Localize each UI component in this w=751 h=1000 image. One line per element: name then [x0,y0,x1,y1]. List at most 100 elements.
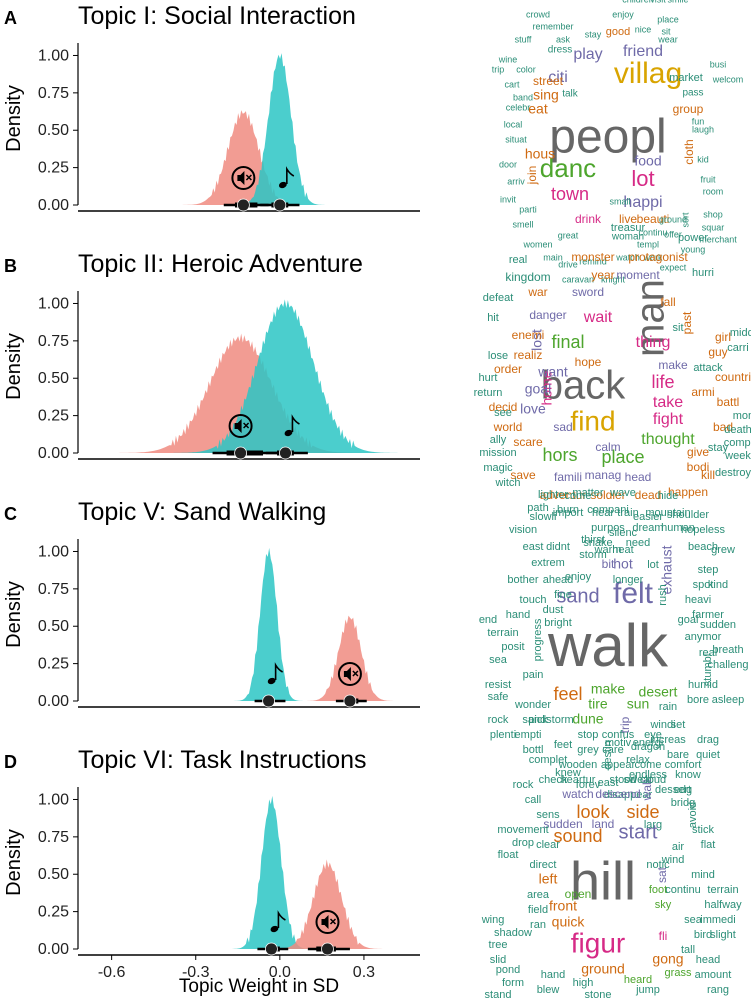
word-cloud-word: complet [724,437,751,449]
word-cloud-word: plenti [490,729,516,741]
word-cloud-word: power [678,232,708,244]
word-cloud-word: bit [602,557,615,571]
word-cloud-word: pass [682,88,703,99]
word-cloud-word: rock [513,779,534,791]
word-cloud-word: heat [612,544,633,556]
word-cloud-word: sandstorm [522,714,573,726]
word-cloud-word: wide [686,999,710,1000]
word-cloud-word: play [573,46,602,63]
word-cloud-word: join [525,166,539,186]
x-axis-label: Topic Weight in SD [179,976,339,997]
word-cloud-word: breath [712,644,743,656]
word-cloud-word: continu [665,884,700,896]
word-cloud-word: air [672,841,685,853]
word-cloud-word: sit [673,322,684,334]
density-no-music [78,615,420,701]
panel-letter: A [4,8,17,28]
word-cloud-word: east [598,777,619,789]
word-cloud-word: form [502,977,524,989]
word-cloud-word: dead [635,488,662,502]
word-cloud-word: destroy [715,467,751,479]
word-cloud-word: smell [512,219,533,229]
word-cloud-word: final [551,332,584,352]
word-cloud-word: soldier [590,488,625,502]
panel-c: C Topic V: Sand Walking 0.00 0.25 0.50 0.75 1.… [3,487,748,801]
word-cloud-word: crowd [526,9,550,19]
word-cloud-word: templ [637,239,659,249]
word-cloud-word: clear [536,839,560,851]
word-cloud-word: heartur [561,774,596,786]
word-cloud-word: fun [692,116,705,126]
mean-point [343,694,357,708]
music-note-icon [270,910,286,933]
muted-speaker-icon [228,414,253,438]
word-cloud-word: come [635,759,662,771]
word-cloud-word: wait [583,309,613,326]
word-cloud-word: wear [657,34,678,44]
word-cloud-word: sing [533,87,559,103]
word-cloud-word: windi [649,719,675,731]
word-cloud-word: watch [615,252,640,262]
word-cloud-word: landscap [551,999,595,1000]
word-cloud-word: blew [537,984,560,996]
word-cloud-word: make [591,681,625,697]
word-cloud-word: appear [601,759,636,771]
word-cloud-word: burn [557,504,579,516]
word-cloud-word: complet [529,754,568,766]
word-cloud-word: destin [602,740,614,769]
word-cloud-word: confus [602,729,635,741]
word-cloud-word: drive [558,259,578,269]
word-cloud-word: place [601,447,644,467]
word-cloud-word: sudden [543,817,582,831]
word-cloud-word: good [606,26,630,38]
word-cloud-word: train [617,507,638,519]
word-cloud-word: silenc [609,527,638,539]
word-cloud-word: front [549,898,577,914]
word-cloud-word: manag [585,468,622,482]
word-cloud-word: dragon [631,741,665,753]
word-cloud-word: purpos [591,522,625,534]
word-cloud-word: back [541,364,626,408]
density-no-music [78,859,420,949]
y-tick-label: 0.25 [38,160,69,177]
y-tick-label: 1.00 [38,47,69,64]
y-axis-label: Density [3,829,25,896]
word-cloud-word: lot [647,559,659,571]
word-cloud-word: snake [583,537,612,549]
x-tick-label: 0.0 [269,964,291,981]
word-cloud-word: arriv [507,176,525,186]
word-cloud-word: live [619,212,637,226]
word-cloud-word: comfort [665,759,702,771]
word-cloud-word: terrain [487,627,518,639]
word-cloud-word: sort [680,212,690,228]
word-cloud-word: cloud [640,774,666,786]
word-cloud-word: safe [488,691,509,703]
mean-point [265,942,278,956]
word-cloud-word: children [622,0,654,4]
word-cloud-word: sad [553,420,572,434]
word-cloud-word: squar [702,222,725,232]
word-cloud-word: drag [697,734,719,746]
word-cloud-word: hot [613,556,633,572]
word-cloud-word: storm [579,549,607,561]
word-cloud-word: immedi [700,914,735,926]
word-cloud-word: danc [540,153,596,183]
word-cloud-word: set [671,719,686,731]
word-cloud-word: group [673,102,704,116]
mean-point [234,446,247,460]
word-cloud-word: food [634,153,661,169]
word-cloud-word: mind [691,869,715,881]
word-cloud-word: fine [554,589,572,601]
y-tick-label: 0.25 [38,904,69,921]
word-cloud-word: kid [697,154,709,164]
word-cloud-word: cart [504,79,520,89]
word-cloud-word: man [629,279,673,357]
word-cloud-word: beach [688,541,718,553]
word-cloud-word: hors [542,445,577,465]
word-cloud-word: human [661,522,695,534]
word-cloud-word: feel [553,684,582,704]
word-cloud-word: shop [703,209,723,219]
word-cloud-word: treasur [611,222,646,234]
word-cloud-word: door [499,159,517,169]
